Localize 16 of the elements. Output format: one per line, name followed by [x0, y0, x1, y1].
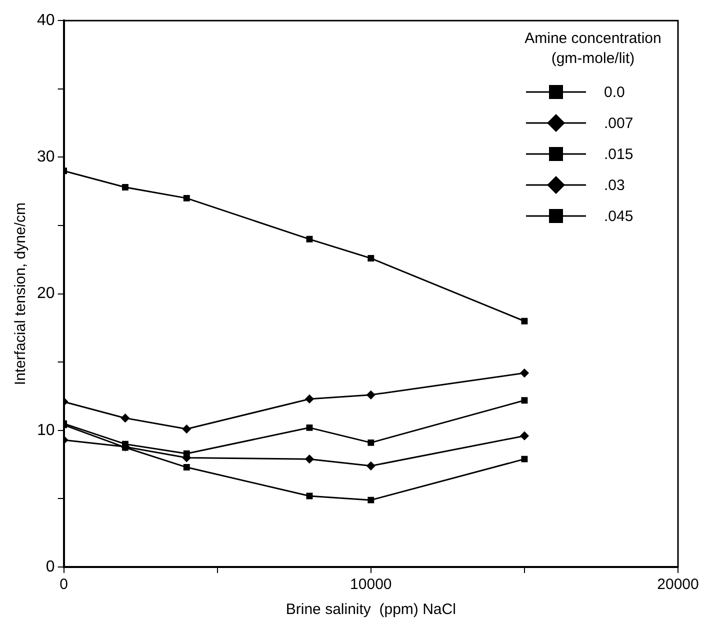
y-tick-label: 10: [37, 422, 55, 439]
y-tick-label: 30: [37, 148, 55, 166]
y-tick-label: 0: [46, 558, 55, 576]
legend-label: .045: [604, 208, 634, 225]
legend-label: 0.0: [604, 84, 625, 101]
legend-label: .03: [604, 176, 625, 194]
x-tick-label: 10000: [350, 576, 392, 594]
x-axis-title: Brine salinity (ppm) NaCl: [286, 601, 456, 618]
y-tick-label: 20: [37, 285, 55, 302]
y-axis-title: Interfacial tension, dyne/cm: [12, 202, 30, 386]
legend-title: Amine concentration (gm-mole/lit): [524, 28, 662, 69]
legend-label: .007: [604, 114, 634, 132]
legend-label: .015: [604, 146, 634, 163]
x-tick-label: 0: [60, 576, 68, 594]
y-tick-label: 40: [37, 12, 55, 30]
x-tick-label: 20000: [657, 576, 699, 594]
